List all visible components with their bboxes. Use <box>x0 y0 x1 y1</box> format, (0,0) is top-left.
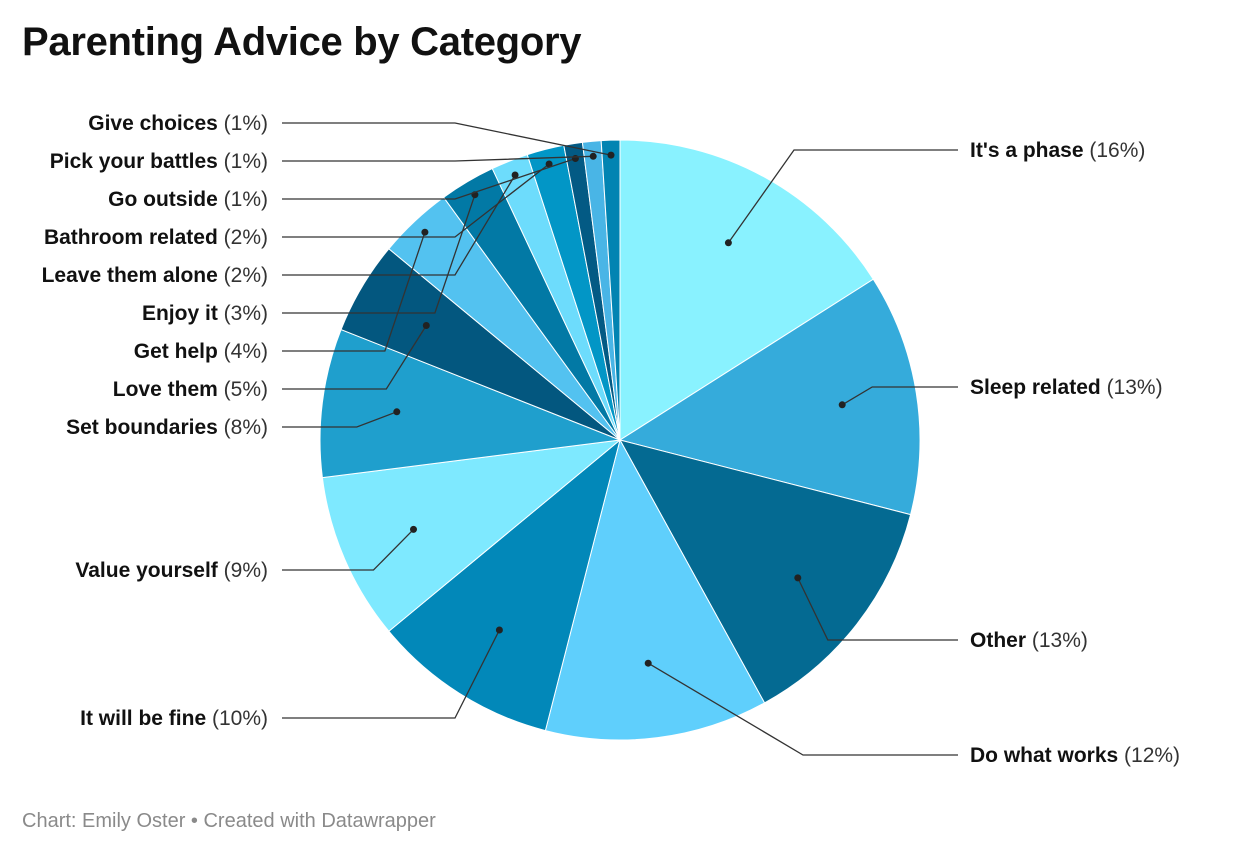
leader-dot-love-them <box>422 322 430 329</box>
slice-label-name: It will be fine <box>80 707 206 730</box>
leader-line-pick-your-battles <box>282 155 594 162</box>
slice-label-give-choices: Give choices (1%) <box>88 112 268 135</box>
pie-slices <box>319 139 921 741</box>
slice-label-percent: (13%) <box>1026 629 1088 652</box>
leader-dot-do-what-works <box>644 659 652 667</box>
slice-label-it-s-a-phase: It's a phase (16%) <box>970 139 1145 162</box>
slice-label-name: Do what works <box>970 744 1118 767</box>
leader-line-do-what-works <box>647 662 958 756</box>
slice-label-sleep-related: Sleep related (13%) <box>970 376 1163 399</box>
slice-label-name: Give choices <box>88 112 218 135</box>
slice-label-name: Leave them alone <box>42 264 218 287</box>
slice-label-value-yourself: Value yourself (9%) <box>75 559 268 582</box>
slice-label-name: Other <box>970 629 1026 652</box>
slice-label-name: Value yourself <box>75 559 218 582</box>
slice-label-get-help: Get help (4%) <box>134 340 268 363</box>
slice-label-percent: (2%) <box>218 264 268 287</box>
slice-do-what-works <box>544 438 766 741</box>
slice-label-set-boundaries: Set boundaries (8%) <box>66 416 268 439</box>
slice-label-percent: (16%) <box>1084 139 1146 162</box>
leader-dot-bathroom-related <box>545 160 553 168</box>
slice-label-percent: (13%) <box>1101 376 1163 399</box>
slice-give-choices <box>600 139 621 441</box>
leader-line-set-boundaries <box>282 411 398 428</box>
chart-footer: Chart: Emily Oster • Created with Datawr… <box>22 810 436 833</box>
leader-dot-it-s-a-phase <box>724 239 732 247</box>
footer-separator: • <box>185 810 204 832</box>
slice-label-percent: (9%) <box>218 559 268 582</box>
slice-label-percent: (8%) <box>218 416 268 439</box>
slice-label-pick-your-battles: Pick your battles (1%) <box>50 150 268 173</box>
slice-label-percent: (1%) <box>218 150 268 173</box>
slice-label-percent: (4%) <box>218 340 268 363</box>
leader-line-love-them <box>282 325 427 390</box>
slice-label-name: Love them <box>113 378 218 401</box>
leader-line-it-will-be-fine <box>282 629 500 719</box>
slice-label-percent: (1%) <box>218 112 268 135</box>
datawrapper-credit: Created with Datawrapper <box>203 810 436 832</box>
slice-label-percent: (12%) <box>1118 744 1180 767</box>
slice-sleep-related <box>618 278 921 516</box>
slice-label-name: Go outside <box>108 188 218 211</box>
slice-label-enjoy-it: Enjoy it (3%) <box>142 302 268 325</box>
leader-line-go-outside <box>282 157 576 200</box>
leader-dot-value-yourself <box>410 525 417 533</box>
slice-label-bathroom-related: Bathroom related (2%) <box>44 226 268 249</box>
slice-label-percent: (1%) <box>218 188 268 211</box>
slice-value-yourself <box>321 439 622 632</box>
leader-line-enjoy-it <box>282 194 476 314</box>
slice-label-name: Get help <box>134 340 218 363</box>
slice-label-percent: (3%) <box>218 302 268 325</box>
slice-label-go-outside: Go outside (1%) <box>108 188 268 211</box>
slice-label-it-will-be-fine: It will be fine (10%) <box>80 707 268 730</box>
slice-label-percent: (5%) <box>218 378 268 401</box>
slice-set-boundaries <box>319 328 621 479</box>
label-leader-lines <box>282 122 958 756</box>
slice-it-s-a-phase <box>619 139 874 441</box>
leader-dot-get-help <box>421 228 429 236</box>
chart-title: Parenting Advice by Category <box>22 20 582 64</box>
slice-label-do-what-works: Do what works (12%) <box>970 744 1180 767</box>
slice-label-leave-them-alone: Leave them alone (2%) <box>42 264 268 287</box>
slice-label-love-them: Love them (5%) <box>113 378 268 401</box>
slice-label-name: Enjoy it <box>142 302 218 325</box>
slice-other <box>619 439 912 704</box>
slice-label-percent: (10%) <box>206 707 268 730</box>
leader-line-get-help <box>282 231 426 352</box>
leader-dot-leave-them-alone <box>511 171 519 179</box>
source-credit: Chart: Emily Oster <box>22 810 186 832</box>
slice-label-name: Bathroom related <box>44 226 218 249</box>
leader-dot-give-choices <box>607 151 615 159</box>
slice-label-percent: (2%) <box>218 226 268 249</box>
slice-label-other: Other (13%) <box>970 629 1088 652</box>
leader-line-other <box>797 577 958 641</box>
leader-line-give-choices <box>282 122 612 156</box>
leader-line-bathroom-related <box>282 163 550 238</box>
slice-labels: It's a phase (16%)Sleep related (13%)Oth… <box>42 112 1180 767</box>
leader-line-it-s-a-phase <box>727 149 958 244</box>
leader-dot-pick-your-battles <box>589 152 597 160</box>
slice-label-name: Set boundaries <box>66 416 218 439</box>
slice-label-name: Sleep related <box>970 376 1101 399</box>
slice-label-name: It's a phase <box>970 139 1084 162</box>
leader-dot-set-boundaries <box>393 408 401 416</box>
leader-dot-go-outside <box>571 155 579 162</box>
leader-line-value-yourself <box>282 528 414 571</box>
slice-it-will-be-fine <box>388 438 621 732</box>
leader-line-sleep-related <box>841 386 958 406</box>
slice-label-name: Pick your battles <box>50 150 218 173</box>
leader-dot-other <box>794 574 802 582</box>
leader-dot-it-will-be-fine <box>495 626 503 634</box>
leader-dot-sleep-related <box>838 401 846 409</box>
leader-line-leave-them-alone <box>282 174 516 276</box>
